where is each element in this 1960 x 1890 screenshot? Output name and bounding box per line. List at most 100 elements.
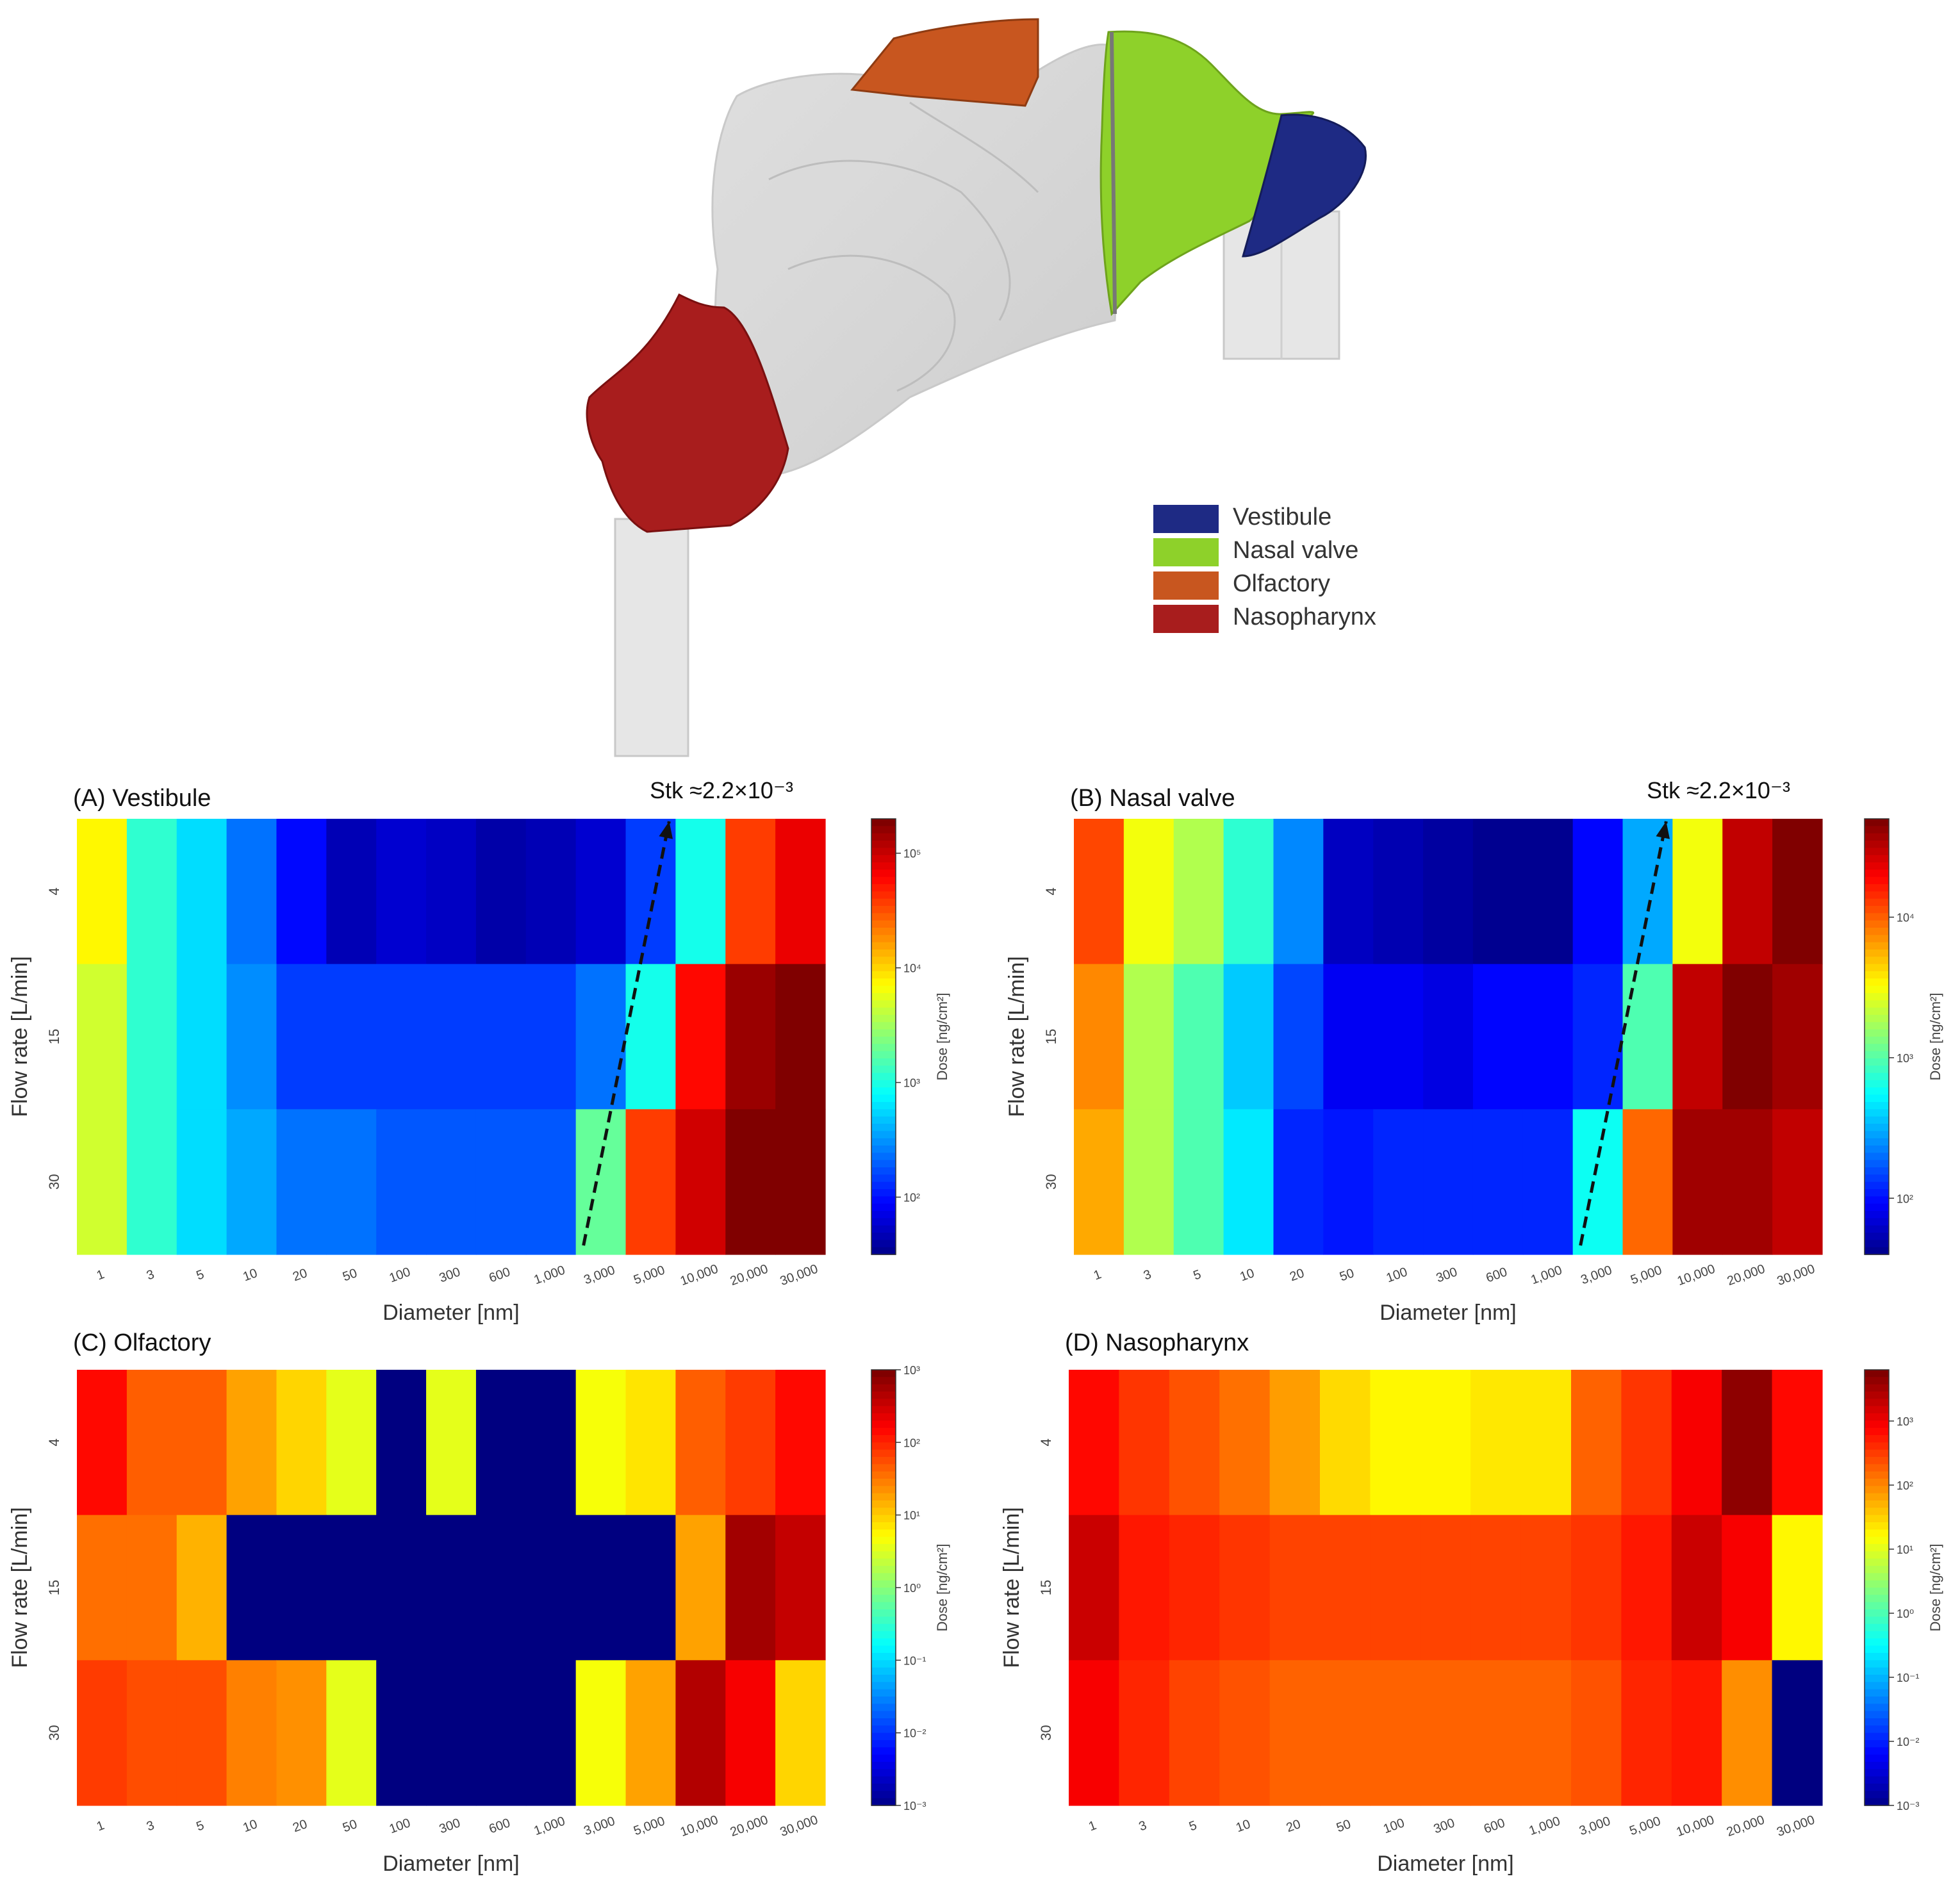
- colorbar-segment: [1865, 1131, 1889, 1139]
- heatmap-cell: [1123, 1109, 1174, 1255]
- heatmap-cell: [1420, 1660, 1471, 1806]
- heatmap-cell: [625, 819, 676, 965]
- colorbar-segment: [871, 1457, 896, 1465]
- heatmap-cell: [276, 1515, 327, 1661]
- heatmap-cell: [1269, 1515, 1321, 1661]
- colorbar-segment: [1865, 1022, 1889, 1030]
- colorbar-segment: [1865, 1718, 1889, 1727]
- heatmap-cell: [1423, 819, 1474, 965]
- x-tick-label: 30,000: [778, 1813, 820, 1840]
- heatmap-cell: [1219, 1370, 1271, 1516]
- colorbar-segment: [1865, 1449, 1889, 1458]
- colorbar-segment: [871, 1645, 896, 1654]
- colorbar-segment: [1865, 1218, 1889, 1226]
- colorbar-segment: [871, 1377, 896, 1385]
- colorbar-tick-label: 10³: [1897, 1052, 1913, 1065]
- colorbar-segment: [1865, 928, 1889, 936]
- heatmap-cell: [1373, 819, 1424, 965]
- colorbar-segment: [1865, 1065, 1889, 1074]
- heatmap-cell: [1722, 1515, 1773, 1661]
- heatmap-cell: [575, 1370, 627, 1516]
- colorbar-segment: [1865, 1493, 1889, 1501]
- colorbar-segment: [1865, 1102, 1889, 1110]
- heatmap-cell: [226, 819, 277, 965]
- colorbar-segment: [1865, 1675, 1889, 1683]
- stokes-annotation: Stk ≈2.2×10⁻³: [1647, 777, 1790, 803]
- colorbar-segment: [1865, 1645, 1889, 1654]
- colorbar-segment: [871, 1427, 896, 1436]
- colorbar-segment: [871, 1370, 896, 1378]
- heatmap-cell: [126, 1515, 177, 1661]
- heatmap-cell: [625, 1660, 676, 1806]
- colorbar-tick-label: 10²: [1897, 1192, 1913, 1205]
- heatmap-cell: [276, 1370, 327, 1516]
- x-tick-label: 5,000: [632, 1263, 667, 1287]
- colorbar-segment: [871, 1196, 896, 1204]
- colorbar-segment: [1865, 985, 1889, 994]
- heatmap-cell: [525, 964, 577, 1110]
- colorbar-segment: [1865, 819, 1889, 827]
- colorbar-segment: [871, 985, 896, 994]
- y-axis-label: Flow rate [L/min]: [1000, 1507, 1024, 1668]
- colorbar-segment: [871, 920, 896, 928]
- heatmap-cell: [126, 1370, 177, 1516]
- colorbar-segment: [1865, 1124, 1889, 1132]
- colorbar-segment: [1865, 1754, 1889, 1763]
- heatmap-cell: [276, 1660, 327, 1806]
- heatmap-cell: [575, 1660, 627, 1806]
- heatmap-cell: [775, 1370, 826, 1516]
- colorbar-segment: [871, 1000, 896, 1008]
- x-axis-label: Diameter [nm]: [383, 1852, 520, 1876]
- heatmap-cell: [326, 1370, 377, 1516]
- colorbar-segment: [1865, 1435, 1889, 1443]
- colorbar-segment: [871, 1203, 896, 1212]
- colorbar-segment: [1865, 1072, 1889, 1081]
- heatmap-cell: [1373, 1109, 1424, 1255]
- colorbar-tick-label: 10²: [903, 1192, 920, 1204]
- colorbar-segment: [871, 1167, 896, 1176]
- colorbar-segment: [871, 1029, 896, 1037]
- colorbar-segment: [1865, 1798, 1889, 1806]
- heatmap-cell: [376, 964, 427, 1110]
- x-tick-label: 50: [1335, 1817, 1353, 1835]
- colorbar-tick-label: 10²: [903, 1436, 920, 1449]
- colorbar-segment: [1865, 862, 1889, 871]
- heatmap-cell: [775, 1109, 826, 1255]
- heatmap-cell: [226, 1660, 277, 1806]
- heatmap-cell: [1119, 1370, 1170, 1516]
- panel-title: (D) Nasopharynx: [1065, 1329, 1249, 1356]
- x-tick-label: 5,000: [1629, 1263, 1664, 1287]
- colorbar-segment: [871, 1399, 896, 1407]
- colorbar-segment: [1865, 1522, 1889, 1531]
- colorbar-segment: [871, 1406, 896, 1414]
- colorbar-segment: [871, 1580, 896, 1588]
- colorbar-segment: [871, 1384, 896, 1392]
- colorbar-segment: [871, 1747, 896, 1755]
- colorbar-segment: [1865, 1704, 1889, 1712]
- colorbar-segment: [1865, 1094, 1889, 1103]
- heatmap-cell: [1722, 964, 1773, 1110]
- heatmap-cell: [1273, 1109, 1324, 1255]
- heatmap-cell: [1672, 819, 1723, 965]
- colorbar-segment: [871, 1225, 896, 1233]
- x-tick-label: 3: [145, 1818, 156, 1834]
- x-tick-label: 10,000: [1676, 1262, 1717, 1289]
- colorbar-segment: [1865, 1051, 1889, 1059]
- colorbar-segment: [871, 1051, 896, 1059]
- lower-tube: [614, 518, 689, 757]
- heatmap-cell: [1320, 1660, 1371, 1806]
- heatmap-cell: [1572, 1109, 1624, 1255]
- x-tick-label: 10: [241, 1817, 259, 1835]
- colorbar-segment: [1865, 1146, 1889, 1154]
- heatmap-cell: [77, 1515, 128, 1661]
- colorbar-segment: [871, 826, 896, 834]
- colorbar-segment: [1865, 1500, 1889, 1509]
- heatmap-cell: [176, 1109, 227, 1255]
- colorbar-segment: [871, 1124, 896, 1132]
- stokes-arrow: [582, 821, 671, 1246]
- heatmap-cell: [176, 964, 227, 1110]
- x-tick-label: 5: [195, 1818, 206, 1834]
- colorbar-segment: [1865, 978, 1889, 987]
- heatmap-cell: [775, 1660, 826, 1806]
- colorbar-segment: [1865, 1544, 1889, 1552]
